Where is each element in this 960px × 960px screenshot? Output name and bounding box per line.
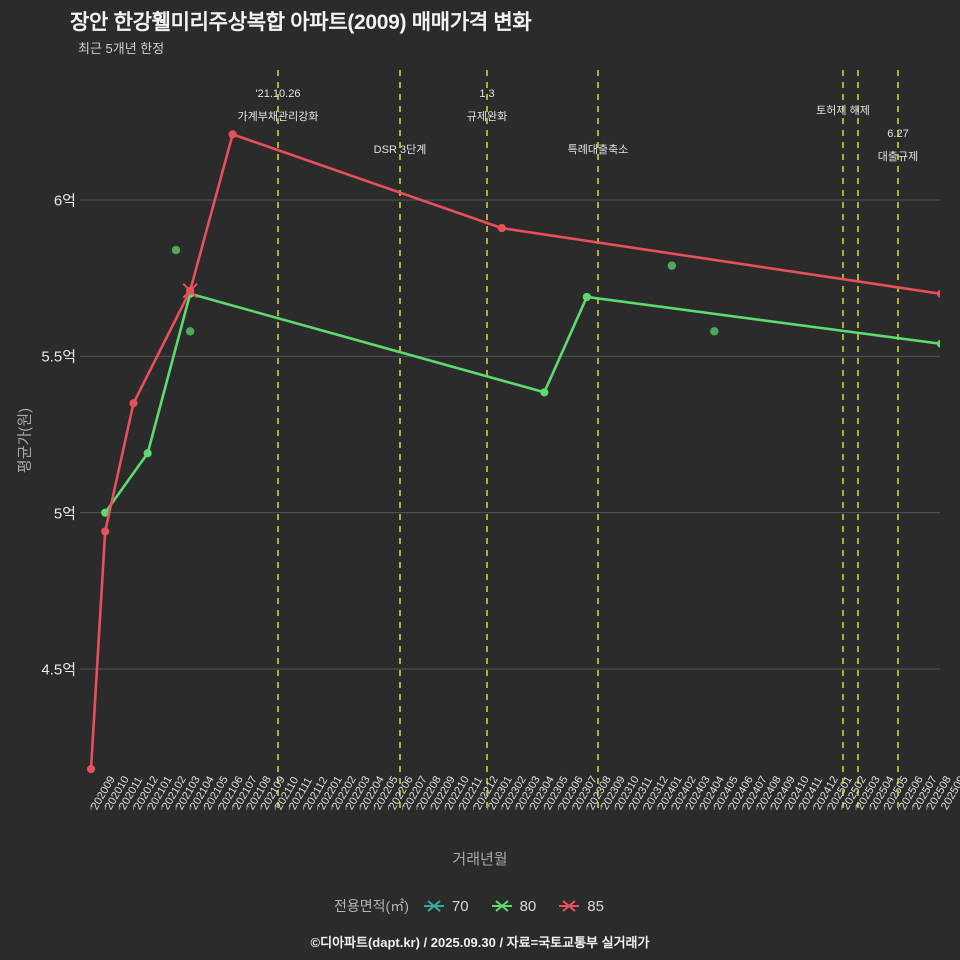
y-tick-label: 4.5억 [41, 661, 76, 679]
event-name-label: 대출규제 [877, 151, 919, 163]
legend-label: 85 [587, 897, 604, 915]
event-name-label: 특례대출축소 [567, 144, 629, 156]
y-tick-label: 5.5억 [41, 348, 76, 366]
chart-canvas [80, 70, 940, 810]
x-tick-marks [90, 805, 928, 810]
plot-area [80, 70, 940, 810]
scatter-dots [171, 245, 719, 336]
legend-item-70[interactable]: 70 [423, 898, 469, 915]
gridlines [80, 199, 940, 670]
y-tick-label: 6억 [53, 192, 76, 210]
legend-marker-icon [423, 900, 444, 912]
x-axis-title: 거래년월 [452, 851, 508, 868]
legend-item-85[interactable]: 85 [558, 898, 604, 915]
page-title: 장안 한강휄미리주상복합 아파트(2009) 매매가격 변화 [70, 11, 532, 34]
event-name-label: 가계부채관리강화 [237, 111, 319, 123]
y-axis-tick-labels: 6억 5.5억 5억 4.5억 [0, 0, 76, 960]
event-date-label: 1.3 [479, 88, 495, 100]
chart-subtitle: 최근 5개년 한정 [78, 41, 165, 56]
legend-label: 80 [519, 897, 537, 915]
crossing-marker [182, 282, 198, 299]
footer-credit: ©디아파트(dapt.kr) / 2025.09.30 / 자료=국토교통부 실… [310, 935, 650, 950]
legend-marker-icon [559, 900, 580, 912]
legend-marker-icon [491, 900, 512, 912]
legend-item-80[interactable]: 80 [491, 897, 537, 915]
legend-title: 전용면적(㎡) [334, 898, 409, 914]
legend-label: 70 [451, 897, 469, 915]
event-name-label: 토허제 해제 [816, 105, 870, 117]
event-name-label: DSR 3단계 [373, 144, 427, 156]
chart-legend: 전용면적(㎡) 70 80 85 [0, 896, 960, 916]
event-lines [277, 70, 899, 810]
event-date-label: '21.10.26 [255, 88, 301, 100]
y-tick-label: 5억 [53, 505, 76, 523]
event-name-label: 규제완화 [466, 111, 508, 123]
event-date-label: 6.27 [887, 128, 909, 140]
